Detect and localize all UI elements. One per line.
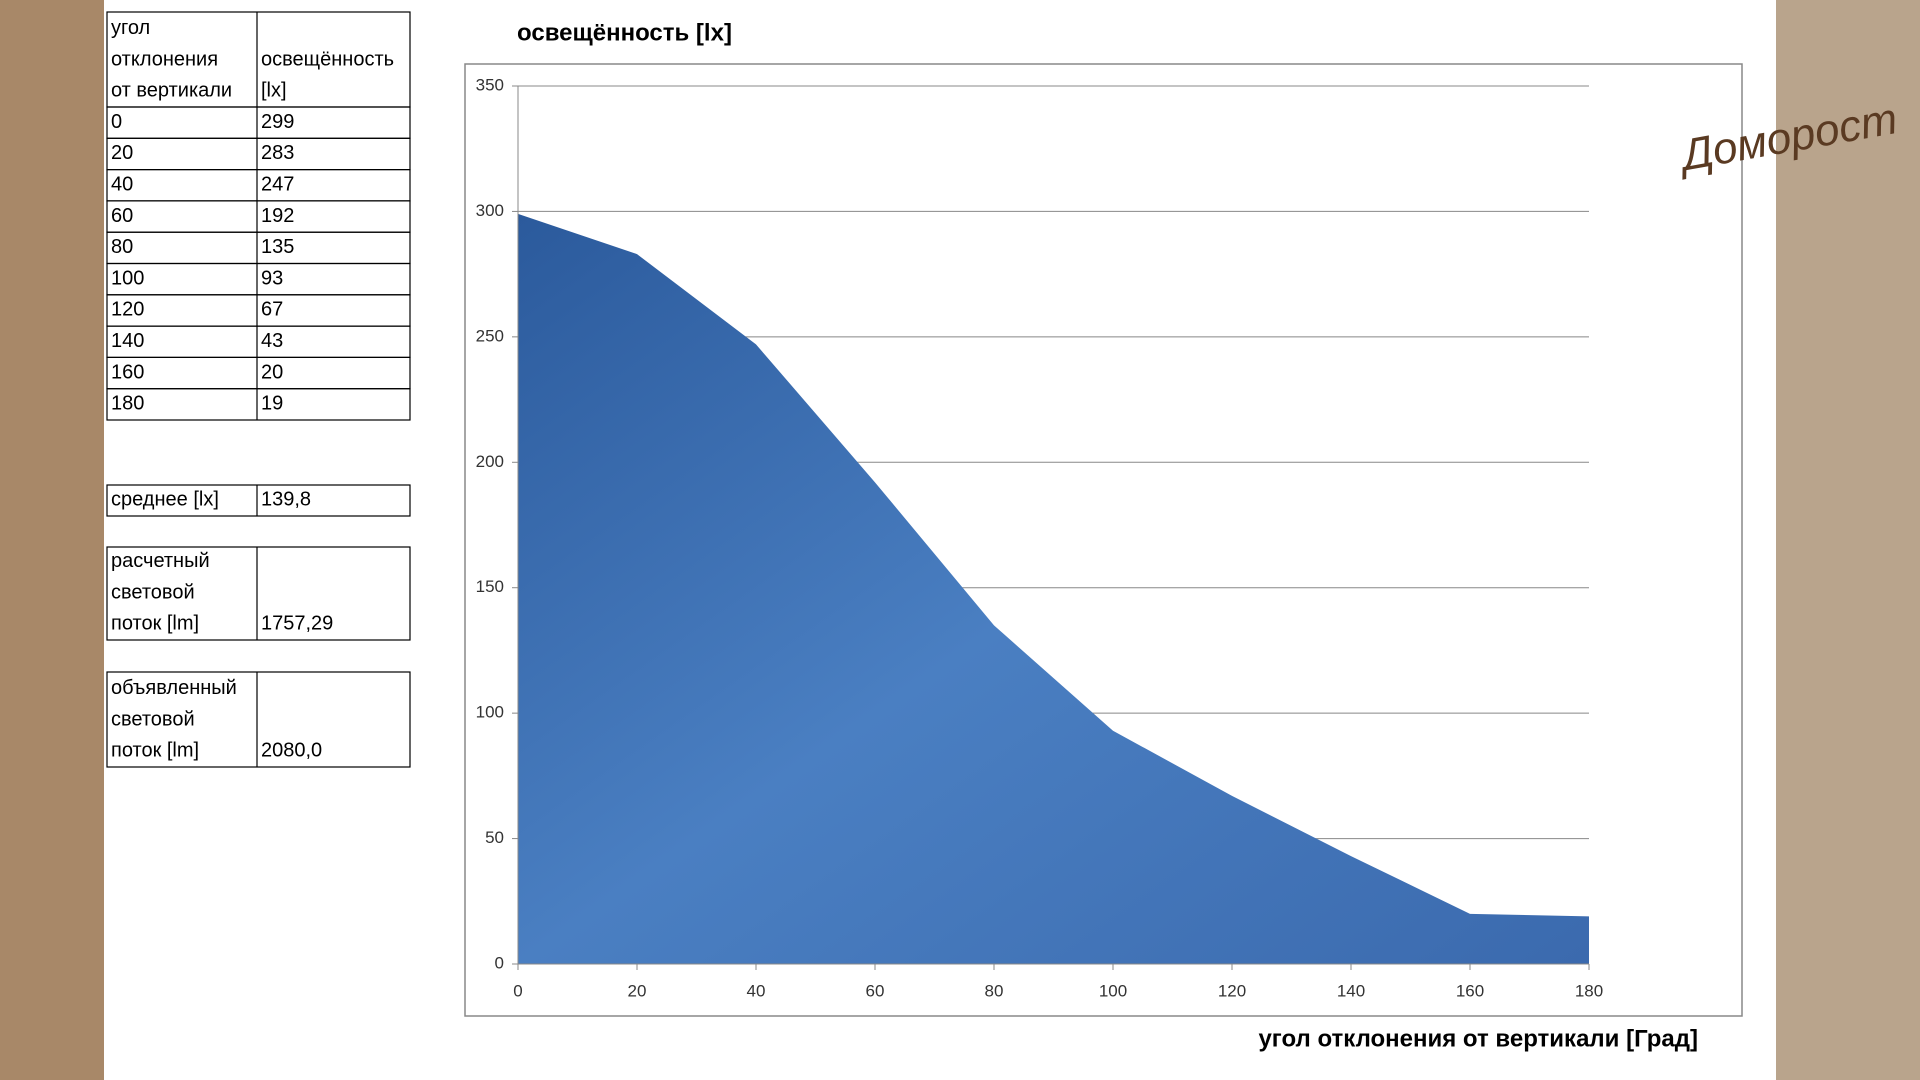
cell-text: угол — [111, 17, 150, 39]
y-tick-label: 100 — [476, 703, 504, 722]
cell-text: 180 — [111, 393, 144, 415]
x-tick-label: 160 — [1456, 981, 1484, 1000]
cell-text: 247 — [261, 174, 294, 196]
x-tick-label: 140 — [1337, 981, 1365, 1000]
summary-row — [106, 546, 411, 641]
chart-frame — [464, 63, 1743, 1017]
cell-text: световой — [111, 708, 195, 730]
cell-text: 40 — [111, 174, 133, 196]
x-tick-label: 180 — [1575, 981, 1603, 1000]
chart-title: освещённость [lx] — [517, 19, 732, 46]
y-tick-label: 350 — [476, 75, 504, 94]
cell-text: 139,8 — [261, 489, 311, 511]
cell-text: освещённость — [261, 48, 394, 70]
cell-text: 1757,29 — [261, 613, 333, 635]
cell-text: поток [lm] — [111, 613, 199, 635]
cell-text: отклонения — [111, 48, 218, 70]
y-tick-label: 250 — [476, 326, 504, 345]
y-tick-label: 300 — [476, 201, 504, 220]
cell-text: 60 — [111, 205, 133, 227]
cell-text: 93 — [261, 267, 283, 289]
table-row — [106, 388, 411, 421]
cell-text: поток [lm] — [111, 740, 199, 762]
cell-text: 20 — [111, 142, 133, 164]
y-tick-label: 150 — [476, 577, 504, 596]
cell-text: 160 — [111, 361, 144, 383]
summary-row — [106, 484, 411, 517]
cell-text: среднее [lx] — [111, 489, 219, 511]
x-tick-label: 60 — [866, 981, 885, 1000]
cell-text: 135 — [261, 236, 294, 258]
cell-text: 80 — [111, 236, 133, 258]
cell-text: объявленный — [111, 677, 237, 699]
summary-row — [106, 671, 411, 768]
background-right — [1776, 0, 1920, 1080]
cell-text: 283 — [261, 142, 294, 164]
cell-text: расчетный — [111, 550, 210, 572]
x-axis-title: угол отклонения от вертикали [Град] — [1258, 1025, 1698, 1052]
x-tick-label: 80 — [985, 981, 1004, 1000]
y-tick-label: 0 — [495, 953, 504, 972]
cell-text: 19 — [261, 393, 283, 415]
cell-text: 67 — [261, 299, 283, 321]
y-tick-label: 50 — [485, 828, 504, 847]
cell-text: 120 — [111, 299, 144, 321]
cell-text: 20 — [261, 361, 283, 383]
cell-text: 43 — [261, 330, 283, 352]
x-tick-label: 0 — [513, 981, 522, 1000]
cell-text: 192 — [261, 205, 294, 227]
y-tick-label: 200 — [476, 452, 504, 471]
cell-text: 2080,0 — [261, 740, 322, 762]
x-tick-label: 100 — [1099, 981, 1127, 1000]
x-tick-label: 20 — [628, 981, 647, 1000]
area — [518, 213, 1589, 965]
x-tick-label: 120 — [1218, 981, 1246, 1000]
cell-text: 100 — [111, 267, 144, 289]
cell-text: 299 — [261, 111, 294, 133]
cell-text: 140 — [111, 330, 144, 352]
x-tick-label: 40 — [747, 981, 766, 1000]
cell-text: световой — [111, 581, 195, 603]
cell-text: [lx] — [261, 80, 287, 102]
cell-text: 0 — [111, 111, 122, 133]
background-left — [0, 0, 104, 1080]
cell-text: от вертикали — [111, 80, 232, 102]
